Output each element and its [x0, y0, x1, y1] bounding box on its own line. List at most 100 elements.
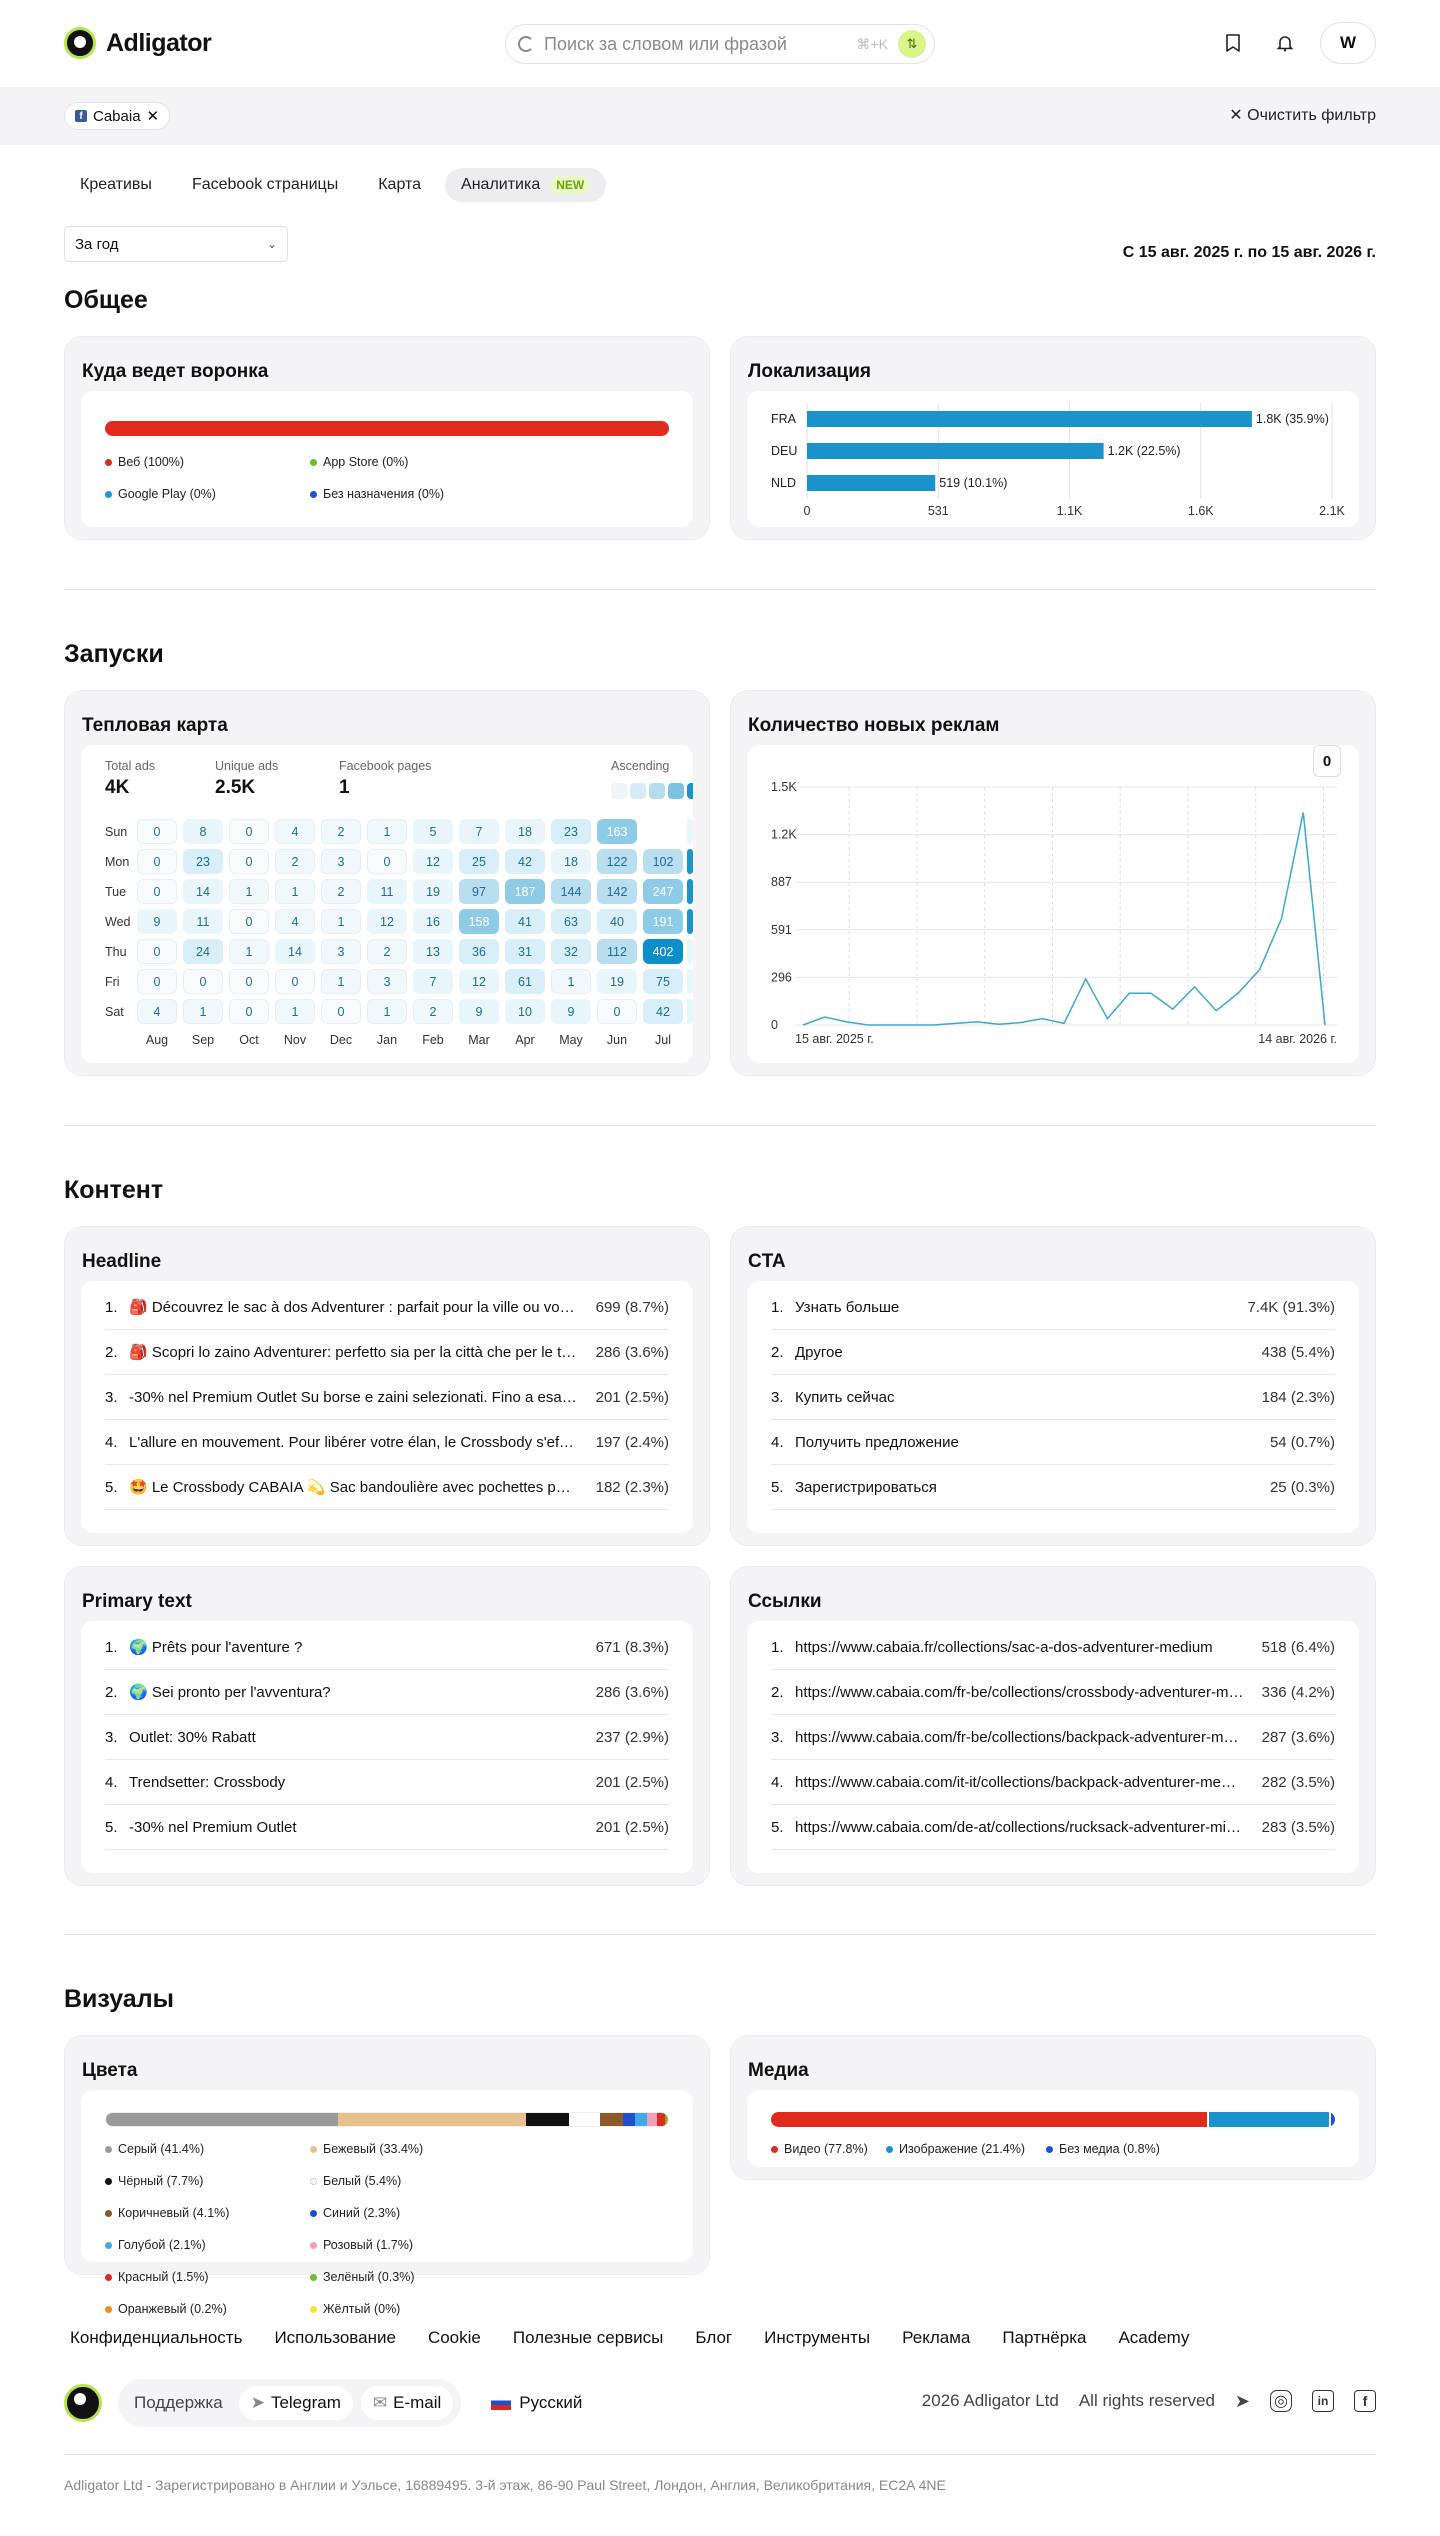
brand-logo[interactable]: Adligator [64, 27, 212, 59]
heatmap-cell[interactable]: 18 [505, 819, 545, 844]
heatmap-cell[interactable]: 0 [275, 969, 315, 994]
heatmap-cell[interactable]: 144 [551, 879, 591, 904]
instagram-icon[interactable]: ◎ [1270, 2390, 1292, 2412]
heatmap-cell[interactable]: 10 [505, 999, 545, 1024]
heatmap-cell[interactable]: 41 [505, 909, 545, 934]
heatmap-cell[interactable]: 4 [275, 909, 315, 934]
list-item[interactable]: 1. 🎒 Découvrez le sac à dos Adventurer : … [105, 1285, 669, 1330]
heatmap-cell[interactable]: 0 [137, 819, 177, 844]
heatmap-cell[interactable]: 2 [321, 879, 361, 904]
heatmap-cell[interactable]: 9 [551, 999, 591, 1024]
heatmap-cell[interactable]: 2 [321, 819, 361, 844]
heatmap-cell[interactable]: 163 [597, 819, 637, 844]
heatmap-cell[interactable]: 5 [413, 819, 453, 844]
heatmap-cell[interactable]: 63 [551, 909, 591, 934]
heatmap-cell[interactable]: 3 [367, 969, 407, 994]
footer-link[interactable]: Использование [274, 2328, 396, 2347]
heatmap-cell[interactable]: 0 [229, 819, 269, 844]
linkedin-icon[interactable]: in [1312, 2390, 1334, 2412]
heatmap-cell[interactable]: 0 [367, 849, 407, 874]
heatmap-cell[interactable]: 102 [643, 849, 683, 874]
heatmap-cell[interactable]: 31 [505, 939, 545, 964]
list-item[interactable]: 1. Узнать больше 7.4K (91.3%) [771, 1285, 1335, 1330]
period-select[interactable]: За год ⌄ [64, 226, 288, 262]
avatar[interactable]: W [1320, 22, 1376, 64]
heatmap-cell[interactable]: 7 [413, 969, 453, 994]
heatmap-cell[interactable]: 23 [551, 819, 591, 844]
heatmap-cell[interactable]: 25 [459, 849, 499, 874]
search-bar[interactable]: Поиск за словом или фразой ⌘+K ⇅ [505, 24, 935, 64]
footer-link[interactable]: Cookie [427, 2328, 481, 2347]
heatmap-cell[interactable]: 1 [367, 819, 407, 844]
tab-analytics[interactable]: Аналитика NEW [445, 168, 607, 202]
footer-link[interactable]: Конфиденциальность [70, 2328, 243, 2347]
list-item[interactable]: 2. 🌍 Sei pronto per l'avventura? 286 (3.6%… [105, 1670, 669, 1715]
heatmap-cell[interactable]: 9 [459, 999, 499, 1024]
heatmap-cell[interactable]: 1 [321, 969, 361, 994]
heatmap-cell[interactable]: 158 [459, 909, 499, 934]
close-icon[interactable]: ✕ [146, 108, 160, 125]
heatmap-cell[interactable]: 42 [505, 849, 545, 874]
heatmap-cell[interactable]: 4 [275, 819, 315, 844]
list-item[interactable]: 5. Зарегистрироваться 25 (0.3%) [771, 1465, 1335, 1510]
heatmap-cell[interactable]: 40 [597, 909, 637, 934]
footer-link[interactable]: Полезные сервисы [512, 2328, 664, 2347]
facebook-icon[interactable]: f [1354, 2390, 1376, 2412]
heatmap-cell[interactable]: 12 [459, 969, 499, 994]
list-item[interactable]: 4. https://www.cabaia.com/it-it/collectio… [771, 1760, 1335, 1805]
heatmap-cell[interactable]: 3 [321, 849, 361, 874]
list-item[interactable]: 5. 🤩 Le Crossbody CABAIA 💫 Sac bandoulièr… [105, 1465, 669, 1510]
heatmap-cell[interactable]: 1 [229, 939, 269, 964]
list-item[interactable]: 5. https://www.cabaia.com/de-at/collectio… [771, 1805, 1335, 1850]
heatmap-cell[interactable]: 187 [505, 879, 545, 904]
footer-link[interactable]: Academy [1118, 2328, 1190, 2347]
filter-settings-icon[interactable]: ⇅ [898, 30, 926, 58]
list-item[interactable]: 2. https://www.cabaia.com/fr-be/collectio… [771, 1670, 1335, 1715]
heatmap-cell[interactable]: 4 [137, 999, 177, 1024]
heatmap-cell[interactable]: 12 [367, 909, 407, 934]
footer-logo-icon[interactable] [64, 2384, 102, 2422]
heatmap-cell[interactable]: 19 [597, 969, 637, 994]
heatmap-cell[interactable]: 19 [413, 879, 453, 904]
heatmap-cell[interactable]: 1 [275, 879, 315, 904]
heatmap-cell[interactable]: 0 [229, 849, 269, 874]
language-select[interactable]: Русский [491, 2393, 582, 2413]
heatmap-cell[interactable]: 8 [183, 819, 223, 844]
heatmap-cell[interactable]: 0 [597, 999, 637, 1024]
heatmap-cell[interactable]: 0 [137, 939, 177, 964]
heatmap-cell[interactable]: 61 [505, 969, 545, 994]
heatmap-cell[interactable]: 11 [367, 879, 407, 904]
heatmap-cell[interactable]: 14 [275, 939, 315, 964]
footer-link[interactable]: Инструменты [764, 2328, 871, 2347]
heatmap-cell[interactable]: 75 [643, 969, 683, 994]
list-item[interactable]: 1. https://www.cabaia.fr/collections/sac-… [771, 1625, 1335, 1670]
telegram-button[interactable]: ➤ Telegram [238, 2386, 353, 2420]
heatmap-cell[interactable]: 14 [183, 879, 223, 904]
heatmap-cell[interactable]: 402 [643, 939, 683, 964]
heatmap-cell[interactable]: 1 [367, 999, 407, 1024]
footer-link[interactable]: Блог [695, 2328, 733, 2347]
list-item[interactable]: 4. Получить предложение 54 (0.7%) [771, 1420, 1335, 1465]
telegram-icon[interactable]: ➤ [1234, 2390, 1250, 2411]
clear-filter-button[interactable]: ✕ Очистить фильтр [1229, 105, 1376, 125]
heatmap-cell[interactable]: 122 [597, 849, 637, 874]
bookmark-icon[interactable] [1216, 26, 1250, 60]
heatmap-cell[interactable]: 2 [413, 999, 453, 1024]
list-item[interactable]: 3. Outlet: 30% Rabatt 237 (2.9%) [105, 1715, 669, 1760]
heatmap-cell[interactable]: 16 [413, 909, 453, 934]
heatmap-cell[interactable]: 1 [183, 999, 223, 1024]
heatmap-cell[interactable]: 11 [183, 909, 223, 934]
list-item[interactable]: 2. 🎒 Scopri lo zaino Adventurer: perfetto… [105, 1330, 669, 1375]
heatmap-cell[interactable]: 0 [321, 999, 361, 1024]
heatmap-cell[interactable]: 7 [459, 819, 499, 844]
heatmap-cell[interactable]: 0 [229, 909, 269, 934]
heatmap-cell[interactable]: 0 [229, 999, 269, 1024]
heatmap-cell[interactable]: 12 [413, 849, 453, 874]
heatmap-cell[interactable]: 13 [413, 939, 453, 964]
heatmap-cell[interactable]: 18 [551, 849, 591, 874]
email-button[interactable]: ✉ E-mail [360, 2386, 454, 2420]
tab-facebook-pages[interactable]: Facebook страницы [191, 176, 339, 193]
heatmap-cell[interactable]: 142 [597, 879, 637, 904]
list-item[interactable]: 3. -30% nel Premium Outlet Su borse e zai… [105, 1375, 669, 1420]
heatmap-cell[interactable]: 2 [275, 849, 315, 874]
